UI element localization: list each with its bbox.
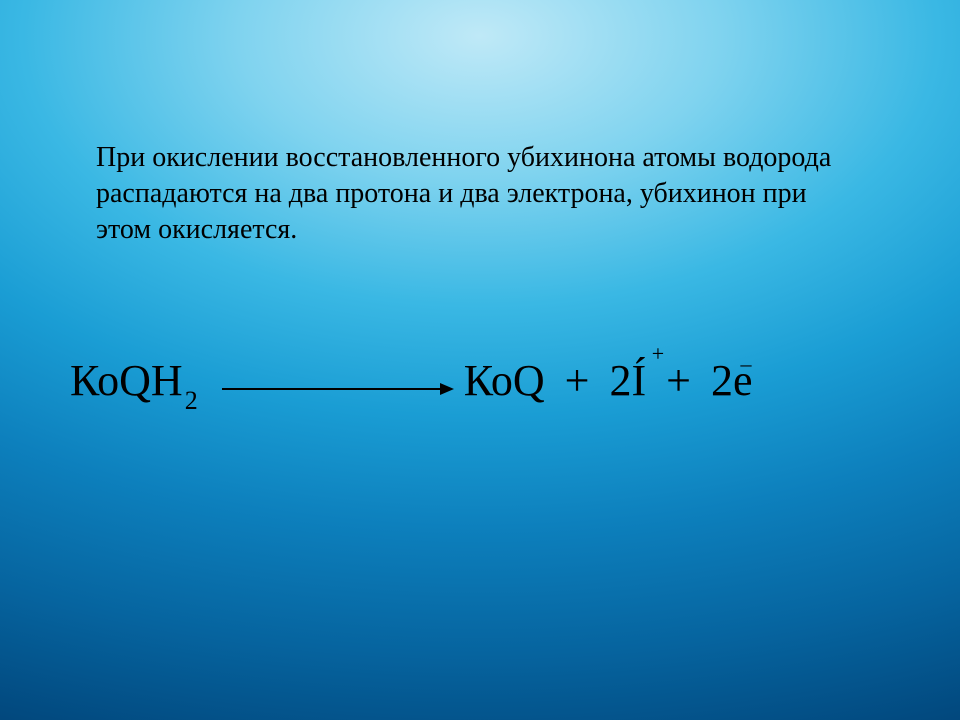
products-group: КоQ + 2Í + + 2е – xyxy=(464,355,753,406)
product-2-ion: 2Í + xyxy=(609,355,646,406)
plus-2: + xyxy=(664,355,693,406)
product-3-bar: – xyxy=(741,351,751,377)
arrow-icon xyxy=(222,379,454,399)
slide: При окислении восстановленного убихинона… xyxy=(0,0,960,720)
product-2-coeff: 2 xyxy=(609,356,631,405)
reactant-term: КоQН 2 xyxy=(70,355,198,406)
reactant-base: КоQН xyxy=(70,355,183,406)
plus-1: + xyxy=(563,355,592,406)
reaction-arrow xyxy=(222,359,454,410)
product-1: КоQ xyxy=(464,355,545,406)
reactant-subscript: 2 xyxy=(185,386,198,416)
product-3-electron: 2е – xyxy=(711,355,753,406)
product-2-charge: + xyxy=(652,341,664,367)
product-2-symbol: Í xyxy=(631,356,646,405)
product-3-coeff: 2 xyxy=(711,356,733,405)
body-paragraph: При окислении восстановленного убихинона… xyxy=(96,140,866,247)
chemical-equation: КоQН 2 КоQ + 2Í + + 2е – xyxy=(70,355,910,406)
